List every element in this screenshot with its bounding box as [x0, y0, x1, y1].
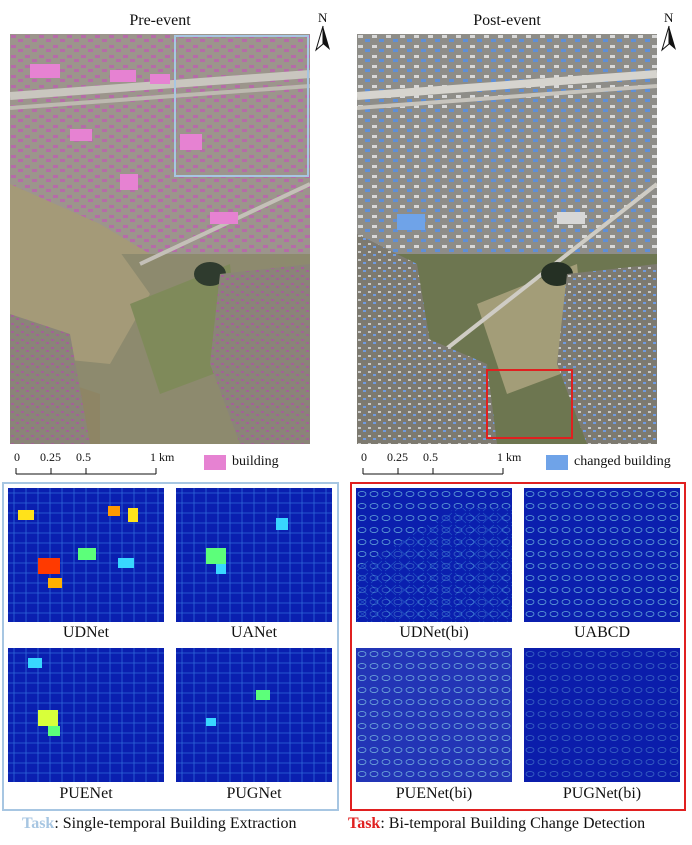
scale-bar: 0 0.25 0.5 1 km	[14, 450, 175, 475]
legend-label-changed-building: changed building	[574, 454, 671, 469]
legend-swatch-changed-building	[546, 455, 568, 470]
task-caption-extraction: Task: Single-temporal Building Extractio…	[22, 815, 297, 833]
post-event-title: Post-event	[473, 12, 541, 29]
task-prefix: Task	[22, 815, 55, 832]
label-uanet: UANet	[230, 624, 278, 641]
label-uabcd: UABCD	[573, 624, 630, 641]
heatmap-pugnet-bi	[524, 648, 680, 782]
label-pugnet: PUGNet	[226, 785, 282, 802]
task-text: : Bi-temporal Building Change Detection	[380, 815, 646, 832]
label-puenet: PUENet	[59, 785, 113, 802]
heatmap-puenet-bi	[356, 648, 512, 782]
task-caption-change-detection: Task: Bi-temporal Building Change Detect…	[348, 815, 645, 833]
label-udnet-bi: UDNet(bi)	[399, 624, 469, 641]
heatmap-pugnet	[176, 648, 332, 782]
legend-label-building: building	[232, 454, 279, 469]
north-arrow-icon: N	[658, 10, 680, 52]
heatmap-puenet	[8, 648, 164, 782]
extraction-panel-frame	[2, 482, 339, 811]
scale-bar: 0 0.25 0.5 1 km	[361, 450, 522, 475]
post-event-map	[357, 34, 657, 444]
change-detection-panel-frame	[350, 482, 686, 811]
task-text: : Single-temporal Building Extraction	[54, 815, 297, 832]
legend-swatch-building	[204, 455, 226, 470]
heatmap-uabcd	[524, 488, 680, 622]
label-udnet: UDNet	[62, 624, 110, 641]
label-puenet-bi: PUENet(bi)	[395, 785, 473, 802]
label-pugnet-bi: PUGNet(bi)	[562, 785, 642, 802]
task-prefix: Task	[348, 815, 381, 832]
heatmap-udnet	[8, 488, 164, 622]
heatmap-uanet	[176, 488, 332, 622]
pre-event-title: Pre-event	[129, 12, 191, 29]
heatmap-udnet-bi	[356, 488, 512, 622]
pre-event-map	[10, 34, 310, 444]
north-arrow-icon: N	[312, 10, 334, 52]
